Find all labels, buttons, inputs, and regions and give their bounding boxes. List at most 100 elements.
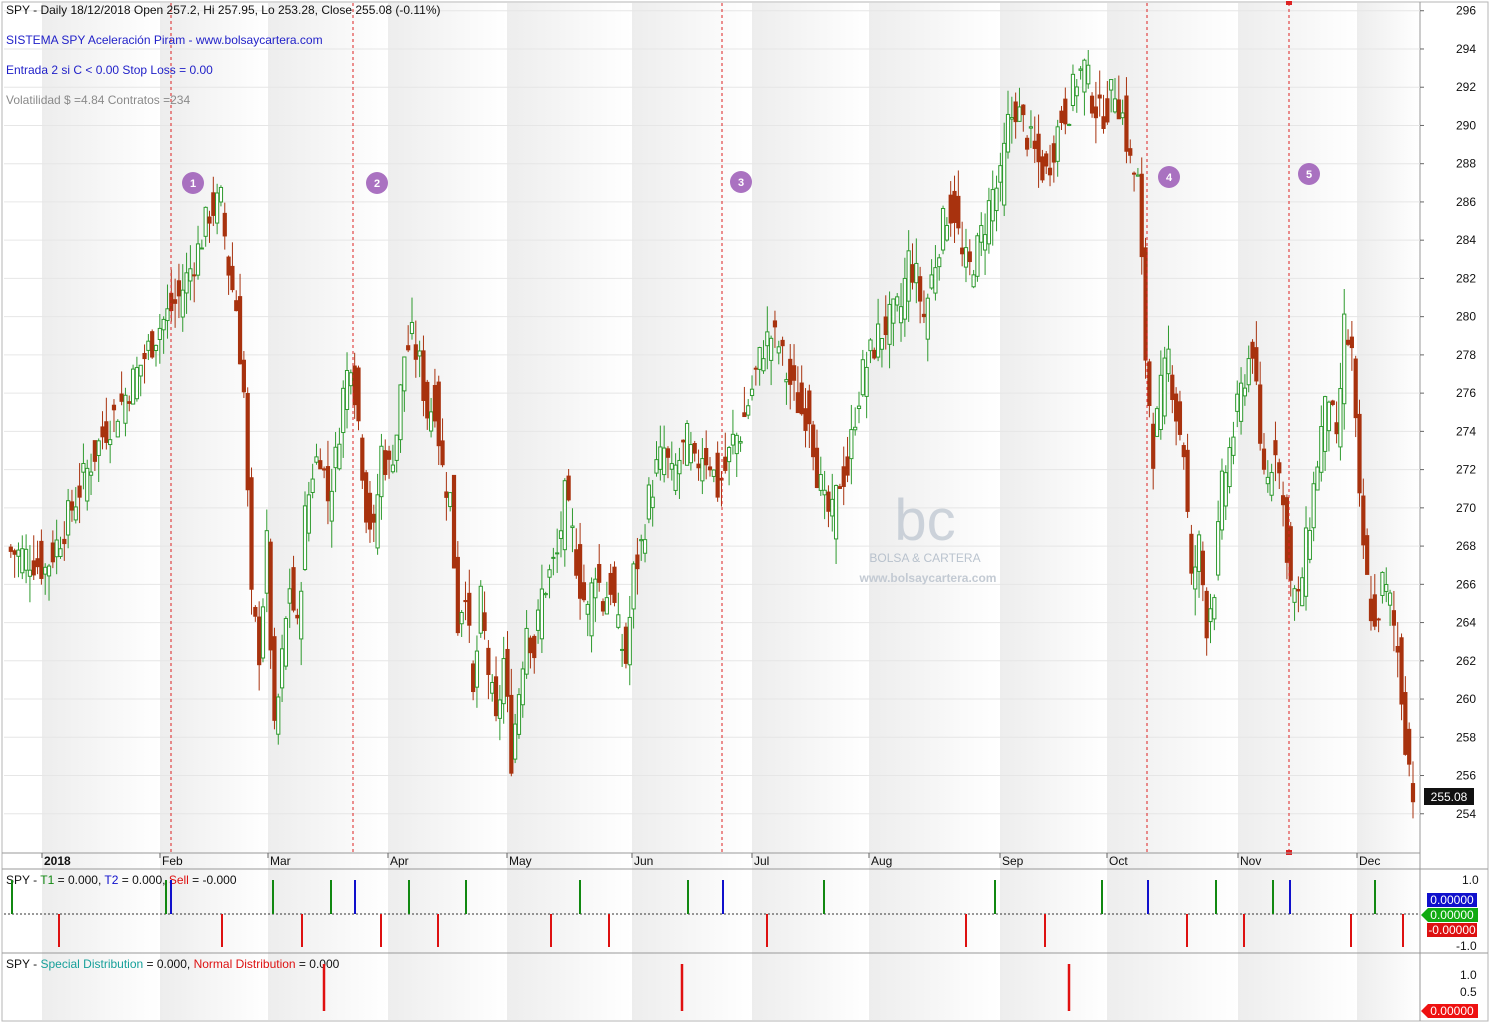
- candle: [1204, 587, 1209, 656]
- candle: [215, 183, 220, 235]
- candle: [1177, 390, 1183, 441]
- candle: [180, 264, 185, 332]
- candle: [1254, 321, 1259, 386]
- x-tick-label: Nov: [1240, 854, 1261, 868]
- candle: [814, 429, 820, 489]
- candle: [1387, 589, 1393, 626]
- candle: [1349, 320, 1354, 371]
- candle: [1380, 571, 1385, 604]
- candle: [207, 210, 212, 243]
- distribution-badge: 0.00000: [1430, 1004, 1474, 1018]
- candle: [1154, 406, 1160, 437]
- candle: [249, 467, 254, 615]
- candle: [146, 334, 151, 361]
- candle: [1284, 494, 1290, 580]
- signal-marker-2[interactable]: 2: [366, 172, 388, 194]
- candle: [1005, 90, 1011, 159]
- candle: [868, 338, 873, 364]
- candle: [153, 344, 159, 367]
- candle: [386, 445, 392, 479]
- candle: [96, 438, 101, 482]
- candle: [199, 239, 204, 250]
- candlestick-series: [8, 49, 1416, 819]
- candle: [971, 269, 976, 289]
- candle: [1407, 722, 1412, 777]
- y-tick-label: 288: [1456, 157, 1476, 171]
- candle: [176, 263, 182, 319]
- candle: [436, 375, 441, 466]
- candle: [1235, 380, 1240, 428]
- candle: [1017, 87, 1022, 122]
- candle: [394, 434, 399, 473]
- candle: [226, 255, 231, 295]
- signals-panel-title: SPY - T1 = 0.000, T2 = 0.000, Sell = -0.…: [6, 873, 237, 887]
- candle: [1101, 94, 1106, 134]
- candle: [195, 225, 201, 280]
- candle: [69, 489, 75, 522]
- candle: [1151, 412, 1156, 490]
- candle: [696, 449, 701, 481]
- date-axis: 2018 Feb Mar Apr May Jun Jul Aug Sep Oct Nov Dec: [2, 852, 1420, 868]
- signal-marker-label: 3: [738, 177, 744, 189]
- signal-marker-label: 5: [1306, 169, 1312, 181]
- candle: [669, 441, 674, 481]
- candle: [314, 443, 319, 465]
- y-tick-label: 292: [1456, 80, 1476, 94]
- candle: [111, 399, 117, 433]
- candle: [979, 212, 984, 257]
- candle: [918, 266, 923, 324]
- candle: [1315, 460, 1320, 491]
- signal-marker-1[interactable]: 1: [182, 172, 204, 194]
- x-tick-label: Oct: [1109, 854, 1128, 868]
- candle: [43, 563, 48, 595]
- candle: [895, 293, 900, 312]
- candle: [134, 356, 140, 402]
- candle: [516, 688, 522, 739]
- candle: [1250, 339, 1255, 374]
- candle: [898, 283, 904, 342]
- y-tick-label: 256: [1456, 769, 1476, 783]
- candle: [513, 713, 518, 764]
- candle: [367, 480, 373, 543]
- candle: [27, 545, 33, 603]
- candle: [505, 631, 510, 713]
- x-tick-label: May: [509, 854, 532, 868]
- candle: [1089, 92, 1095, 118]
- candle: [1261, 433, 1267, 475]
- y-tick-label: 276: [1456, 386, 1476, 400]
- watermark-logo: bc: [894, 488, 955, 553]
- signal-marker-label: 1: [190, 178, 196, 190]
- signal-marker-4[interactable]: 4: [1158, 166, 1180, 188]
- candle: [1292, 585, 1297, 621]
- candle: [585, 600, 590, 637]
- candle: [165, 284, 170, 339]
- candle: [188, 245, 193, 301]
- candle: [742, 386, 747, 418]
- candle: [849, 404, 854, 485]
- x-tick-label: Mar: [270, 854, 291, 868]
- candle: [302, 491, 308, 571]
- candle: [692, 440, 697, 462]
- candle: [772, 310, 778, 348]
- candle: [1063, 87, 1068, 135]
- candle: [1086, 49, 1091, 89]
- month-band: [42, 3, 160, 1020]
- last-price-text: 255.08: [1431, 790, 1468, 804]
- candle: [986, 187, 992, 254]
- candle: [127, 395, 132, 412]
- candle: [963, 228, 969, 283]
- candle: [555, 528, 560, 573]
- y-tick-label: 260: [1456, 692, 1476, 706]
- candle: [1078, 65, 1083, 80]
- signal-marker-5[interactable]: 5: [1298, 163, 1320, 185]
- signal-marker-3[interactable]: 3: [730, 171, 752, 193]
- candle: [1128, 139, 1133, 164]
- candle: [738, 436, 743, 452]
- candle: [211, 176, 216, 227]
- candle: [1216, 500, 1221, 581]
- candle: [975, 232, 980, 282]
- candle: [337, 427, 342, 471]
- candle: [35, 540, 40, 575]
